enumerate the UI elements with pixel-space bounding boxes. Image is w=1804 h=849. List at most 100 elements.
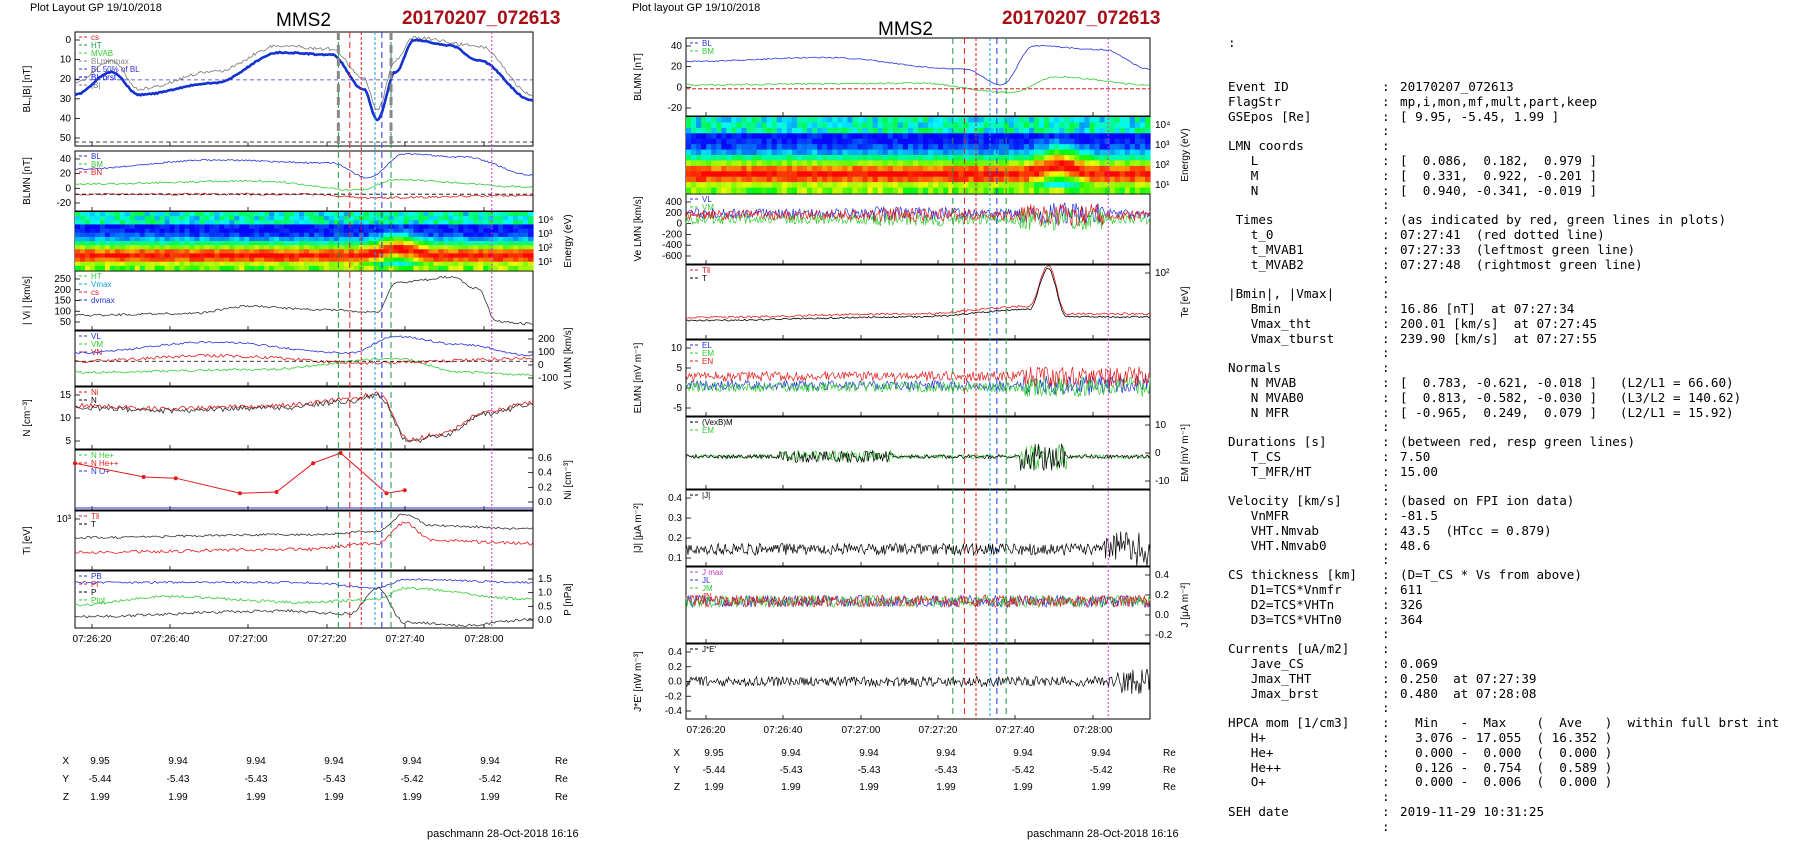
b-electron-spectrogram-cell — [933, 176, 939, 183]
a-ion-spectrogram-cell — [234, 257, 240, 263]
b-electron-spectrogram-cell — [812, 176, 818, 183]
b-electron-spectrogram-cell — [872, 149, 879, 156]
a-ion-spectrogram-cell — [94, 228, 101, 234]
a-ion-spectrogram-cell — [214, 241, 220, 246]
b-electron-spectrogram-cell — [842, 155, 848, 161]
a-ion-spectrogram-cell — [194, 224, 201, 230]
b-electron-spectrogram-cell — [847, 138, 853, 145]
b-electron-spectrogram-cell — [938, 176, 944, 183]
a-ion-spectrogram-cell — [403, 216, 410, 221]
b-electron-spectrogram-cell — [907, 133, 914, 140]
b-electron-spectrogram-cell — [1104, 182, 1111, 189]
a-ion-spectrogram-cell — [259, 220, 265, 225]
a-ion-spectrogram-cell — [418, 265, 425, 271]
b-electron-spectrogram-cell — [837, 144, 843, 151]
b-electron-spectrogram-cell — [761, 176, 768, 183]
a-ion-spectrogram-cell — [408, 249, 415, 254]
b-electron-spectrogram-cell — [923, 160, 929, 167]
b-electron-spectrogram-cell — [1124, 149, 1131, 156]
b-electron-spectrogram-cell — [872, 160, 879, 167]
b-electron-spectrogram-cell — [802, 149, 808, 156]
info-row: Times: (as indicated by red, green lines … — [1228, 213, 1798, 228]
a-ion-spectrogram-cell — [209, 245, 215, 250]
b-electron-spectrogram-cell — [686, 133, 692, 140]
a-ion-spectrogram-cell — [463, 241, 469, 246]
b-electron-spectrogram-cell — [938, 149, 944, 156]
a-ion-spectrogram-cell — [363, 249, 370, 254]
b-electron-spectrogram-cell — [1114, 187, 1121, 194]
b-electron-spectrogram-cell — [1069, 149, 1075, 156]
a-ion-spectrogram-cell — [94, 236, 101, 242]
b-electron-spectrogram-cell — [701, 160, 707, 167]
a-trace-pb — [74, 578, 534, 589]
a-ion-spectrogram-cell — [304, 265, 310, 271]
a-ion-spectrogram-cell — [363, 261, 370, 267]
b-electron-spectrogram-cell — [807, 144, 813, 151]
a-ion-spectrogram-cell — [219, 212, 225, 217]
a-rlabel: Ni [cm⁻³] — [563, 460, 574, 500]
info-value: (as indicated by red, green lines in plo… — [1400, 213, 1727, 228]
info-key: Velocity [km/s] — [1228, 494, 1342, 509]
a-ion-spectrogram-cell — [398, 232, 405, 238]
b-electron-spectrogram-cell — [817, 149, 823, 156]
b-electron-spectrogram-cell — [933, 171, 939, 178]
b-electron-spectrogram-cell — [948, 133, 954, 140]
b-electron-spectrogram-cell — [1023, 122, 1030, 129]
a-ion-spectrogram-cell — [75, 236, 81, 242]
info-sep: : — [1382, 642, 1390, 657]
b-electron-spectrogram-cell — [1029, 149, 1035, 156]
a-ion-spectrogram-cell — [423, 265, 430, 271]
b-electron-spectrogram-cell — [862, 160, 869, 167]
a-ion-spectrogram-cell — [423, 257, 430, 263]
a-ion-spectrogram-cell — [418, 245, 425, 250]
a-ion-spectrogram-cell — [443, 241, 449, 246]
info-value: (between red, resp green lines) — [1400, 435, 1636, 450]
info-sep: : — [1382, 79, 1390, 94]
b-electron-spectrogram-cell — [1029, 117, 1035, 123]
a-ion-spectrogram-cell — [423, 224, 430, 230]
b-electron-spectrogram-cell — [832, 117, 838, 123]
a-ion-spectrogram-cell — [493, 253, 499, 259]
a-ion-spectrogram-cell — [99, 220, 106, 225]
a-ion-spectrogram-cell — [164, 232, 171, 238]
a-legend-label: dvmax — [91, 296, 115, 305]
b-electron-spectrogram-cell — [822, 187, 828, 194]
b-electron-spectrogram-cell — [857, 182, 864, 189]
b-electron-spectrogram-cell — [721, 122, 727, 129]
info-row: : — [1228, 553, 1798, 568]
b-electron-spectrogram-cell — [756, 176, 763, 183]
b-electron-spectrogram-cell — [953, 182, 959, 189]
b-electron-spectrogram-cell — [771, 149, 778, 156]
b-electron-spectrogram-cell — [1089, 138, 1096, 145]
a-rtick-label: 0.0 — [538, 615, 552, 626]
b-electron-spectrogram-cell — [988, 144, 995, 151]
b-electron-spectrogram-cell — [1008, 165, 1015, 172]
a-ion-spectrogram-cell — [189, 232, 196, 238]
a-ion-spectrogram-cell — [393, 257, 400, 263]
info-row: : — [1228, 346, 1798, 361]
a-ion-spectrogram-cell — [323, 212, 330, 217]
a-ion-spectrogram-cell — [418, 241, 425, 246]
b-panel-frame — [685, 37, 1151, 117]
a-ion-spectrogram-cell — [323, 249, 330, 254]
a-ion-spectrogram-cell — [129, 232, 136, 238]
b-electron-spectrogram-cell — [857, 176, 864, 183]
b-electron-spectrogram-cell — [998, 122, 1005, 129]
a-ion-spectrogram-cell — [318, 253, 325, 259]
b-electron-spectrogram-cell — [862, 122, 869, 129]
b-electron-spectrogram-cell — [721, 144, 727, 151]
a-ion-spectrogram-cell — [249, 236, 255, 242]
b-time-tick-label: 07:26:20 — [687, 725, 726, 736]
b-electron-spectrogram-cell — [902, 182, 909, 189]
b-electron-spectrogram-cell — [867, 138, 874, 145]
a-ion-spectrogram-cell — [214, 232, 220, 238]
a-ion-spectrogram-cell — [333, 253, 340, 259]
b-electron-spectrogram-cell — [1069, 160, 1075, 167]
b-electron-spectrogram-cell — [807, 176, 813, 183]
a-ion-spectrogram-cell — [438, 253, 444, 259]
a-ion-spectrogram-cell — [428, 241, 435, 246]
info-value: 43.5 (HTcc = 0.879) — [1400, 523, 1552, 538]
b-electron-spectrogram-cell — [1114, 138, 1121, 145]
b-electron-spectrogram-cell — [1044, 133, 1050, 140]
a-ion-spectrogram-cell — [274, 232, 280, 238]
